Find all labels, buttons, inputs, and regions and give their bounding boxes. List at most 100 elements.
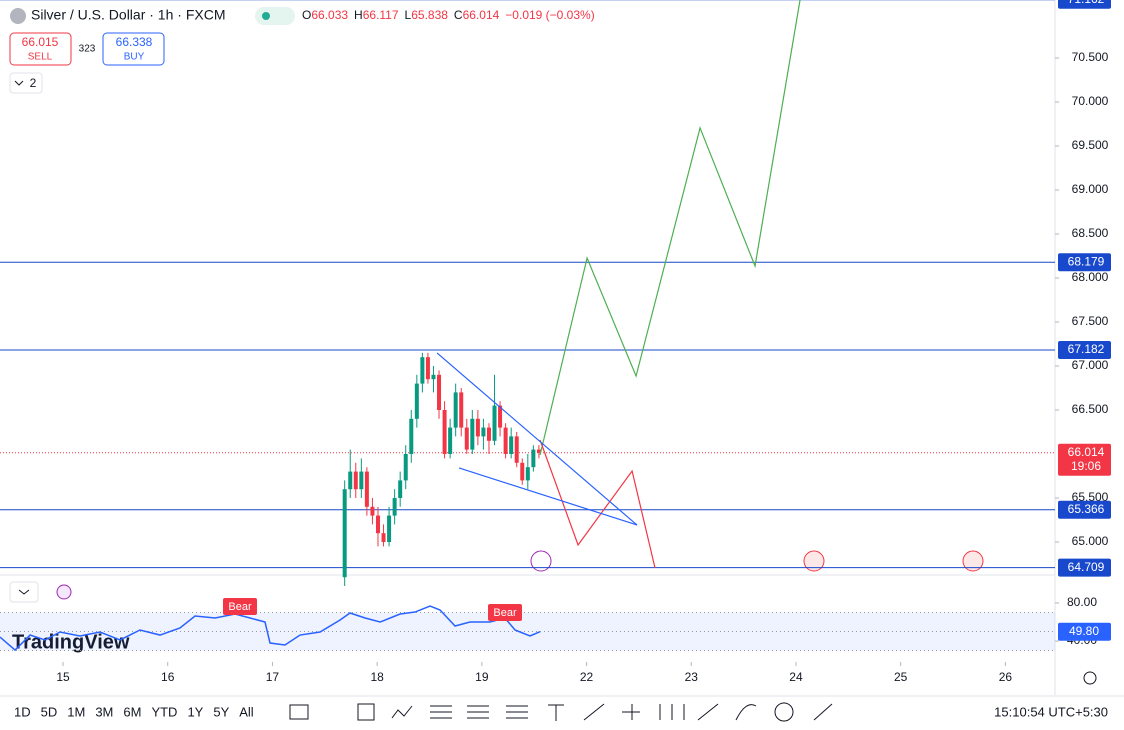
- tool-icon[interactable]: [430, 705, 452, 719]
- tool-icon[interactable]: [774, 702, 794, 722]
- x-tick-label: 25: [894, 670, 908, 684]
- range-button[interactable]: 1Y: [187, 704, 203, 719]
- candle-body: [398, 480, 403, 498]
- y-tick-label: 70.000: [1072, 94, 1109, 108]
- y-tick-label: 69.500: [1072, 138, 1109, 152]
- candle-body: [403, 453, 408, 481]
- bear-label: Bear: [493, 607, 517, 619]
- x-tick-label: 15: [56, 670, 70, 684]
- buy-price: 66.338: [116, 35, 153, 49]
- range-button[interactable]: 1M: [67, 704, 85, 719]
- status-dot: [262, 12, 270, 20]
- market-status[interactable]: [255, 7, 295, 25]
- countdown: 19:06: [1071, 459, 1101, 473]
- candle-body: [475, 418, 480, 437]
- candle-body: [364, 471, 369, 507]
- drawing-line: [539, 0, 801, 456]
- candle-body: [381, 533, 386, 542]
- indicators-toggle[interactable]: [9, 72, 43, 94]
- x-tick-label: 26: [999, 670, 1013, 684]
- sell-price: 66.015: [22, 35, 59, 49]
- pane-toggle[interactable]: [9, 581, 39, 603]
- level-label: 71.162: [1068, 0, 1105, 6]
- ohlc-item: 66.014: [463, 8, 500, 22]
- candle-body: [453, 392, 458, 428]
- indicator-icon: [56, 584, 72, 600]
- ohlc-item: C: [454, 8, 463, 22]
- candle-body: [437, 374, 442, 410]
- tool-icon[interactable]: [467, 705, 489, 719]
- tool-icon[interactable]: [813, 703, 833, 721]
- chevron: [18, 589, 30, 595]
- range-button[interactable]: 5Y: [213, 704, 229, 719]
- ohlc-item: 65.838: [411, 8, 448, 22]
- range-button[interactable]: 5D: [41, 704, 58, 719]
- rsi-line: [0, 605, 541, 652]
- x-tick-label: 17: [266, 670, 280, 684]
- bear-badge: [488, 604, 522, 621]
- tool-icon[interactable]: [391, 705, 413, 719]
- level-label: 67.182: [1068, 342, 1105, 356]
- tool-icon[interactable]: [659, 704, 685, 720]
- candle-body: [481, 427, 486, 437]
- range-button[interactable]: 6M: [123, 704, 141, 719]
- tool-icon[interactable]: [506, 705, 528, 719]
- y-tick-label: 68.500: [1072, 226, 1109, 240]
- candle-body: [375, 515, 380, 534]
- range-button[interactable]: 3M: [95, 704, 113, 719]
- range-button[interactable]: YTD: [151, 704, 177, 719]
- candle-body: [342, 489, 347, 578]
- range-button[interactable]: 1D: [14, 704, 31, 719]
- candle-body: [503, 427, 508, 454]
- sell-button[interactable]: [9, 32, 72, 66]
- sell-label: SELL: [28, 52, 53, 63]
- settings-icon[interactable]: [1083, 671, 1097, 685]
- ohlc-item: H: [354, 8, 363, 22]
- candle-body: [348, 471, 353, 490]
- level-badge: [1058, 500, 1111, 519]
- x-tick-label: 24: [789, 670, 803, 684]
- y-tick-label: 66.500: [1072, 402, 1109, 416]
- bottom-toolbar: [0, 697, 1124, 730]
- level-badge: [1058, 0, 1111, 9]
- candle-body: [353, 471, 358, 490]
- ohlc-item: −0.019 (−0.03%): [505, 8, 594, 22]
- event-icon[interactable]: [530, 550, 552, 572]
- candle-body: [514, 436, 519, 463]
- y-tick-label: 69.000: [1072, 182, 1109, 196]
- tool-icon[interactable]: [357, 703, 375, 721]
- y-tick-label: 65.500: [1072, 490, 1109, 504]
- indicator-count: 2: [30, 76, 37, 90]
- range-button[interactable]: All: [239, 704, 254, 719]
- candle-body: [370, 506, 375, 516]
- tool-icon[interactable]: [548, 704, 564, 721]
- tool-icon[interactable]: [735, 704, 757, 721]
- buy-label: BUY: [124, 52, 145, 63]
- clock: 15:10:54 UTC+5:30: [994, 704, 1108, 719]
- level-badge: [1058, 558, 1111, 577]
- event-icon[interactable]: [962, 550, 984, 572]
- tool-icon[interactable]: [622, 704, 640, 720]
- x-tick-label: 18: [370, 670, 384, 684]
- tool-icon[interactable]: [289, 704, 309, 720]
- x-tick-label: 22: [580, 670, 594, 684]
- buy-button[interactable]: [102, 32, 165, 66]
- last-price-label: 66.014: [1068, 445, 1105, 459]
- tool-icon[interactable]: [583, 703, 605, 721]
- chevron: [14, 80, 24, 86]
- level-label: 65.366: [1068, 502, 1105, 516]
- rsi-band: [0, 612, 1055, 651]
- x-tick-label: 16: [161, 670, 175, 684]
- candle-body: [531, 449, 536, 468]
- last-price-badge: [1058, 443, 1111, 476]
- level-badge: [1058, 253, 1111, 272]
- tool-icon[interactable]: [697, 703, 719, 721]
- ohlc-item: 66.033: [311, 8, 348, 22]
- level-label: 68.179: [1068, 254, 1105, 268]
- candle-body: [492, 405, 497, 441]
- y-tick-label: 68.000: [1072, 270, 1109, 284]
- candle-body: [459, 392, 464, 428]
- candle-body: [420, 357, 425, 384]
- event-icon[interactable]: [803, 550, 825, 572]
